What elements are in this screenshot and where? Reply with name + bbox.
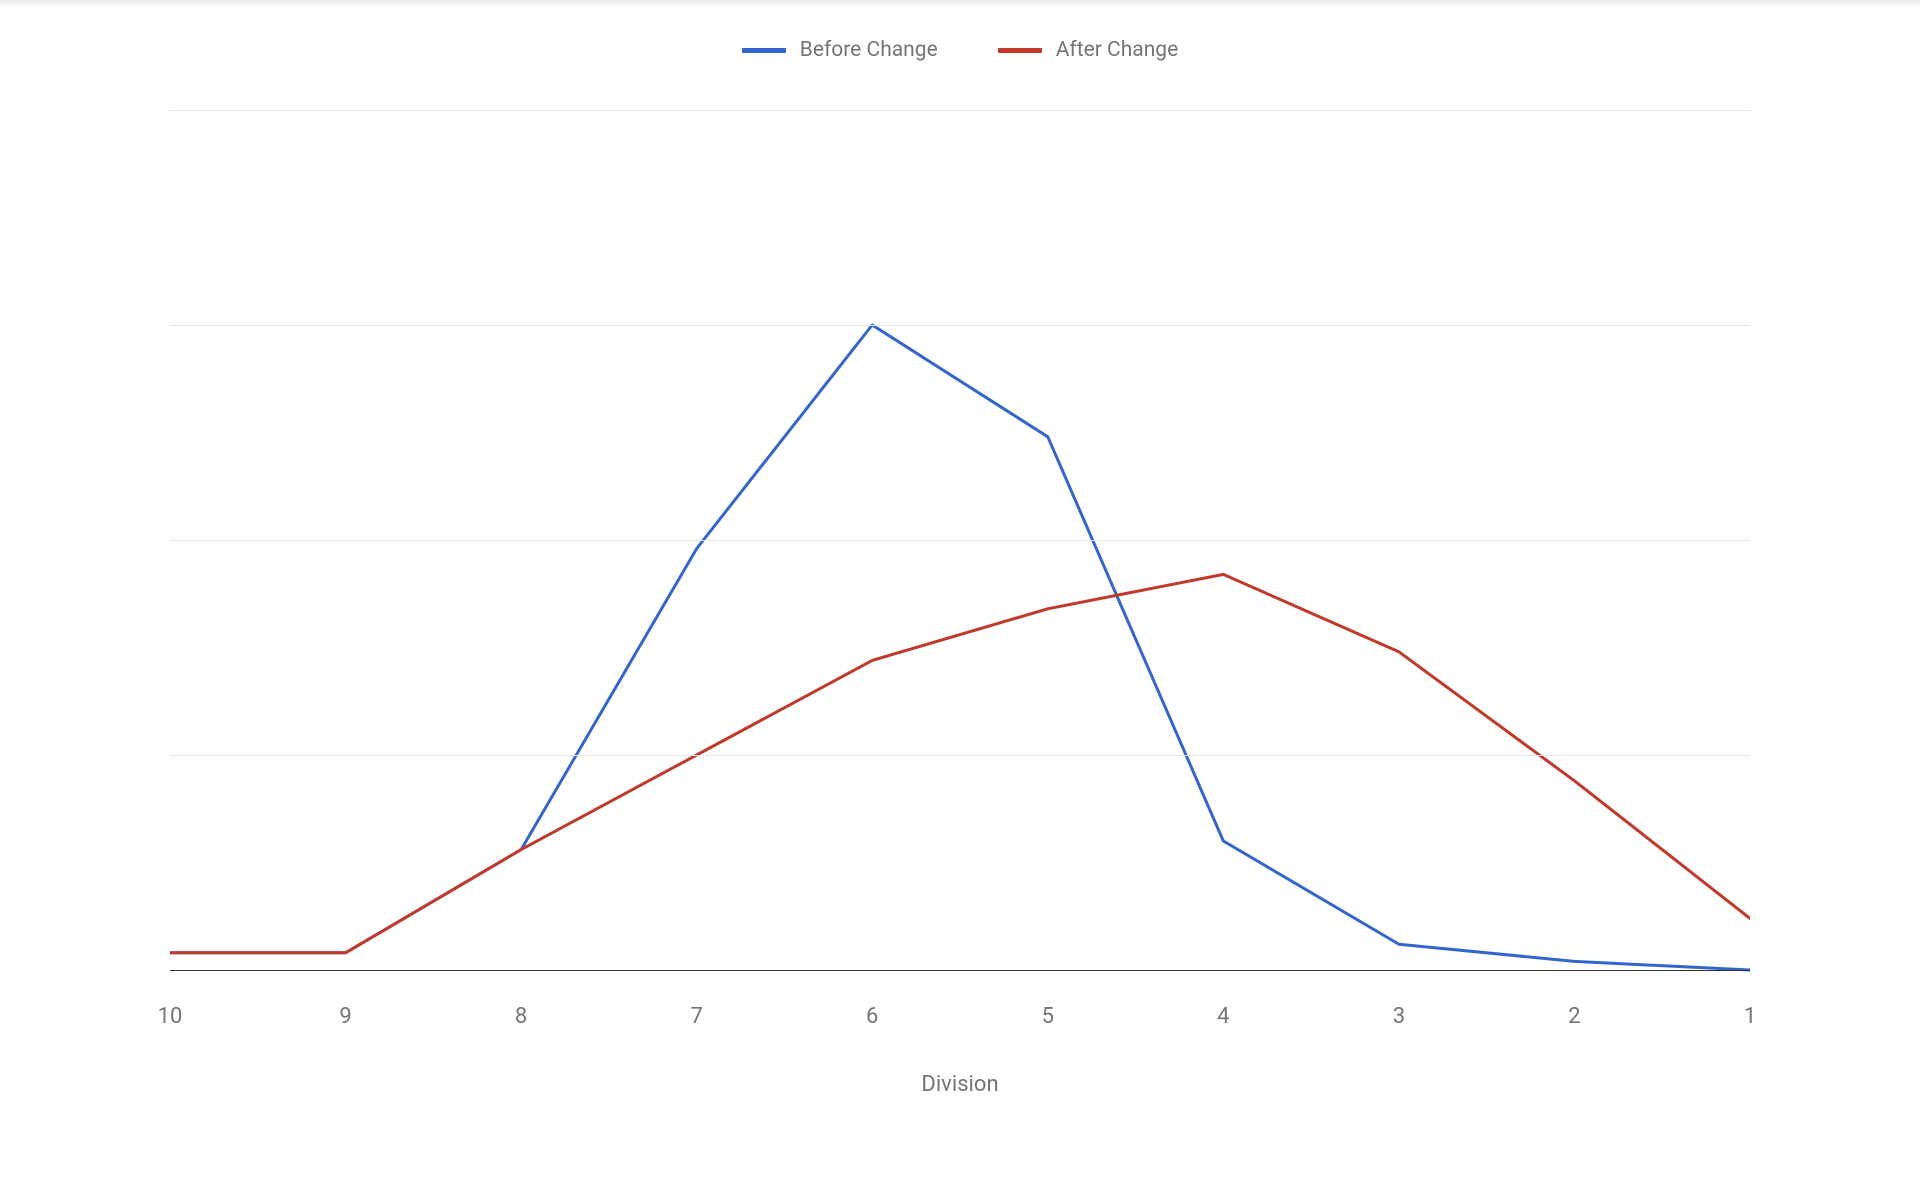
legend-swatch bbox=[998, 48, 1042, 53]
x-axis-title: Division bbox=[921, 1072, 998, 1097]
x-tick-label: 7 bbox=[690, 1004, 702, 1029]
x-tick-label: 3 bbox=[1393, 1004, 1405, 1029]
legend-label: Before Change bbox=[800, 38, 938, 62]
legend-label: After Change bbox=[1056, 38, 1179, 62]
legend-item[interactable]: After Change bbox=[998, 38, 1179, 62]
legend: Before Change After Change bbox=[0, 38, 1920, 62]
chart-lines-svg bbox=[170, 110, 1750, 972]
legend-item[interactable]: Before Change bbox=[742, 38, 938, 62]
series-line[interactable] bbox=[170, 325, 1750, 970]
gridline bbox=[170, 110, 1750, 111]
division-chart: Before ChangeAfter Change 10987654321 Di… bbox=[0, 0, 1920, 1180]
x-tick-label: 6 bbox=[866, 1004, 878, 1029]
x-tick-label: 10 bbox=[158, 1004, 183, 1029]
x-tick-label: 5 bbox=[1042, 1004, 1054, 1029]
gridline bbox=[170, 540, 1750, 541]
plot-area: 10987654321 bbox=[170, 110, 1750, 970]
legend-swatch bbox=[742, 48, 786, 53]
x-tick-label: 4 bbox=[1217, 1004, 1229, 1029]
gridline bbox=[170, 755, 1750, 756]
x-axis-line bbox=[170, 970, 1750, 971]
gridline bbox=[170, 325, 1750, 326]
x-tick-label: 8 bbox=[515, 1004, 527, 1029]
x-tick-label: 2 bbox=[1568, 1004, 1580, 1029]
x-tick-label: 9 bbox=[339, 1004, 351, 1029]
x-tick-label: 1 bbox=[1744, 1004, 1756, 1029]
series-line[interactable] bbox=[170, 574, 1750, 952]
